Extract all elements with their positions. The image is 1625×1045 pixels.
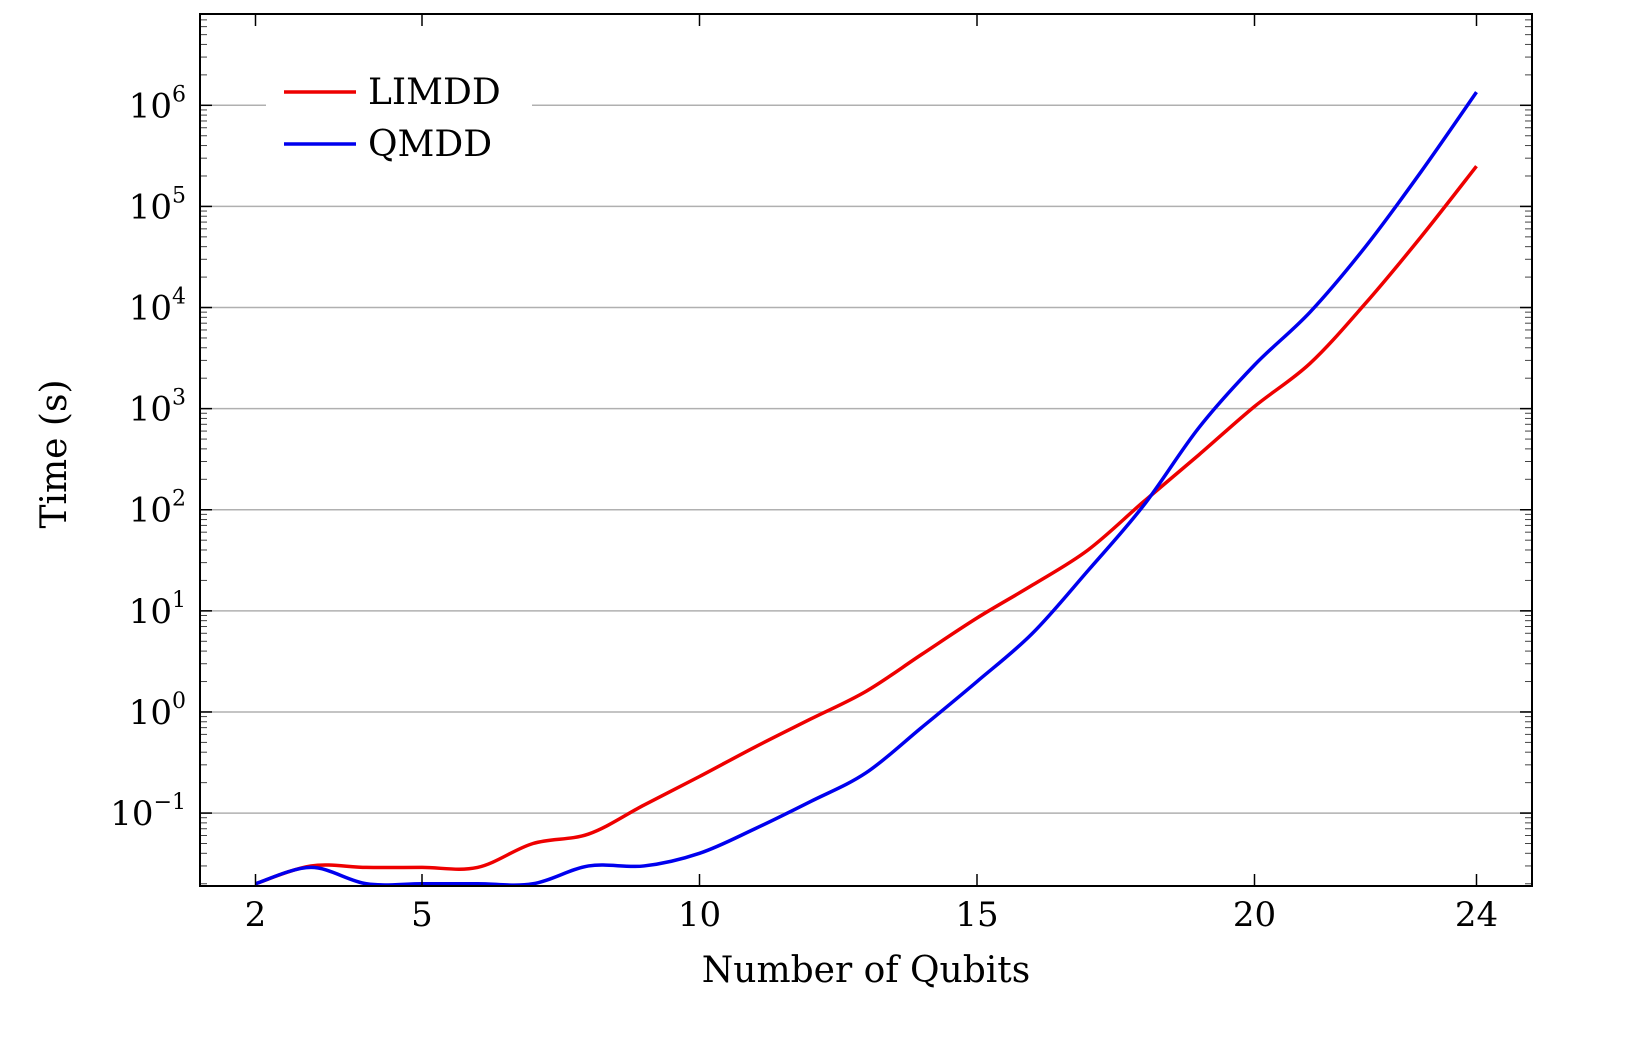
legend: LIMDD QMDD <box>266 62 532 174</box>
legend-label-limdd: LIMDD <box>368 72 501 113</box>
plot-frame <box>199 13 1533 887</box>
x-tick-label: 5 <box>411 895 433 935</box>
legend-label-qmdd: QMDD <box>368 124 492 165</box>
y-tick-label: 105 <box>129 183 186 227</box>
y-tick-label: 101 <box>129 588 186 632</box>
y-tick-label: 103 <box>129 386 186 430</box>
x-tick-label: 24 <box>1455 895 1498 935</box>
grid-lines <box>200 104 1532 814</box>
x-tick-label: 2 <box>245 895 267 935</box>
legend-background <box>266 62 532 174</box>
series-line-limdd <box>254 165 1478 886</box>
x-axis-tick-labels: 2 5 10 15 20 24 <box>245 895 1498 935</box>
y-tick-label: 100 <box>129 689 186 733</box>
x-tick-label: 15 <box>955 895 998 935</box>
y-tick-label: 102 <box>129 487 186 531</box>
y-axis-title: Time (s) <box>34 380 75 529</box>
y-tick-label: 10−1 <box>110 790 186 834</box>
x-tick-label: 10 <box>678 895 721 935</box>
major-ticks <box>200 14 1532 886</box>
series-line-qmdd <box>254 91 1478 886</box>
x-axis-title: Number of Qubits <box>702 950 1030 991</box>
y-tick-label: 106 <box>129 82 186 126</box>
series-lines <box>254 91 1478 886</box>
x-tick-label: 20 <box>1233 895 1276 935</box>
y-axis-tick-labels: 10−1 100 101 102 103 104 105 106 <box>110 82 186 834</box>
y-tick-label: 104 <box>129 285 186 329</box>
